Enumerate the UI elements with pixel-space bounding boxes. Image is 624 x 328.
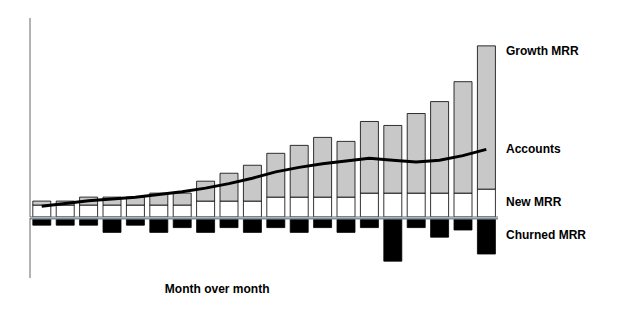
html-text:Month over month: Month over month bbox=[164, 282, 270, 296]
svg-text:Growth MRR: Growth MRR bbox=[506, 44, 579, 58]
svg-text:New MRR: New MRR bbox=[506, 195, 562, 209]
svg-text:Churned MRR: Churned MRR bbox=[506, 228, 586, 242]
svg-text:Accounts: Accounts bbox=[506, 142, 561, 156]
